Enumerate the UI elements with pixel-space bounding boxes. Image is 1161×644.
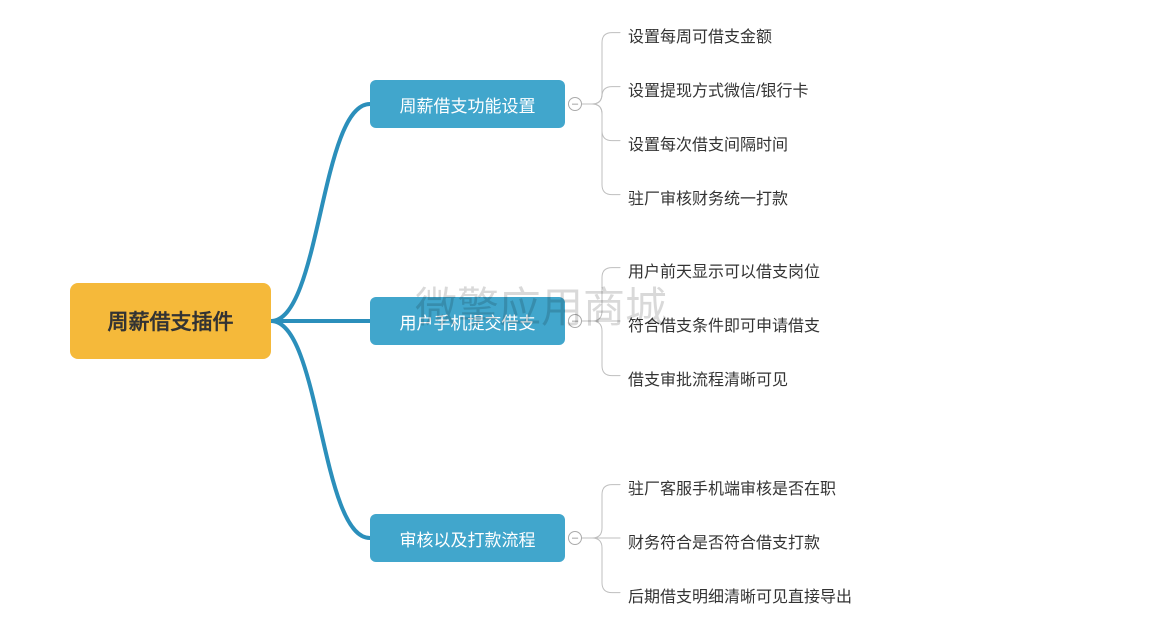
leaf-node: 设置提现方式微信/银行卡 [628,77,808,101]
leaf-node: 用户前天显示可以借支岗位 [628,258,820,282]
leaf-node: 驻厂客服手机端审核是否在职 [628,475,836,499]
leaf-node: 借支审批流程清晰可见 [628,366,788,390]
branch-node: 用户手机提交借支 [370,297,565,345]
root-node: 周薪借支插件 [70,283,271,359]
leaf-label: 符合借支条件即可申请借支 [628,318,820,335]
leaf-label: 用户前天显示可以借支岗位 [628,264,820,281]
leaf-node: 符合借支条件即可申请借支 [628,312,820,336]
leaf-node: 后期借支明细清晰可见直接导出 [628,583,852,607]
branch-label: 审核以及打款流程 [400,526,536,551]
branch-node: 周薪借支功能设置 [370,80,565,128]
branch-label: 周薪借支功能设置 [400,92,536,117]
leaf-node: 财务符合是否符合借支打款 [628,529,820,553]
leaf-node: 设置每周可借支金额 [628,23,772,47]
leaf-label: 后期借支明细清晰可见直接导出 [628,589,852,606]
leaf-label: 借支审批流程清晰可见 [628,372,788,389]
leaf-label: 驻厂客服手机端审核是否在职 [628,481,836,498]
collapse-toggle[interactable]: – [568,314,582,328]
leaf-label: 设置每次借支间隔时间 [628,137,788,154]
root-label: 周薪借支插件 [108,306,234,336]
collapse-toggle[interactable]: – [568,97,582,111]
leaf-label: 设置提现方式微信/银行卡 [628,83,808,100]
collapse-toggle[interactable]: – [568,531,582,545]
leaf-label: 财务符合是否符合借支打款 [628,535,820,552]
leaf-label: 驻厂审核财务统一打款 [628,191,788,208]
leaf-node: 驻厂审核财务统一打款 [628,185,788,209]
branch-label: 用户手机提交借支 [400,309,536,334]
leaf-label: 设置每周可借支金额 [628,29,772,46]
leaf-node: 设置每次借支间隔时间 [628,131,788,155]
branch-node: 审核以及打款流程 [370,514,565,562]
